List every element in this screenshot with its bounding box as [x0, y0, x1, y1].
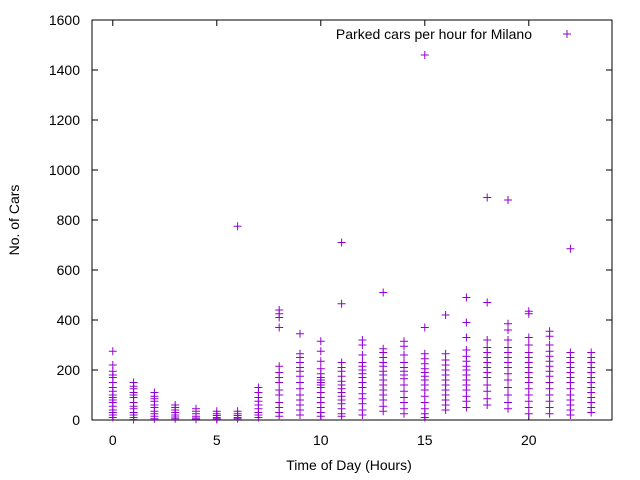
x-tick-label: 15 — [417, 432, 433, 448]
data-point — [337, 299, 346, 308]
data-point — [254, 413, 263, 422]
data-point — [275, 412, 284, 421]
data-point — [441, 406, 450, 414]
data-point — [129, 415, 138, 424]
data-point — [171, 414, 180, 423]
data-point — [400, 342, 408, 351]
data-point — [275, 323, 284, 332]
y-tick-label: 200 — [57, 362, 81, 378]
plot-frame — [91, 19, 613, 421]
data-point — [504, 404, 512, 413]
data-point — [316, 347, 325, 356]
data-point — [420, 323, 429, 332]
data-point — [233, 222, 242, 231]
data-point — [483, 401, 492, 409]
data-point — [504, 391, 512, 399]
y-tick-label: 0 — [72, 412, 80, 428]
data-points — [108, 51, 596, 424]
x-tick-label: 5 — [213, 432, 221, 448]
x-tick-label: 10 — [313, 432, 329, 448]
y-tick-label: 1000 — [49, 162, 80, 178]
data-point — [108, 413, 117, 422]
legend-marker — [563, 30, 571, 38]
y-tick-label: 1600 — [49, 12, 80, 28]
legend-marker-symbol — [563, 30, 571, 38]
data-point — [545, 332, 554, 341]
data-point — [316, 337, 325, 346]
data-point — [296, 411, 304, 419]
data-point — [462, 293, 471, 302]
y-tick-label: 800 — [57, 212, 81, 228]
data-point — [108, 347, 117, 356]
data-point — [337, 238, 346, 247]
data-point — [441, 311, 450, 319]
data-point — [379, 288, 388, 297]
x-axis-ticks: 0 5 10 15 20 — [109, 20, 537, 448]
y-tick-label: 400 — [57, 312, 81, 328]
data-point — [504, 196, 512, 204]
data-point — [566, 244, 575, 253]
data-point — [524, 309, 533, 318]
data-point — [212, 415, 221, 424]
data-point — [462, 333, 471, 342]
data-point — [420, 413, 429, 422]
x-tick-label: 20 — [521, 432, 537, 448]
legend-label: Parked cars per hour for Milano — [336, 26, 532, 42]
data-point — [316, 357, 325, 366]
data-point — [358, 351, 367, 359]
x-axis-label: Time of Day (Hours) — [286, 457, 412, 473]
y-tick-label: 600 — [57, 262, 81, 278]
data-point — [483, 387, 492, 396]
data-point — [504, 376, 512, 384]
data-point — [233, 414, 242, 423]
data-point — [462, 318, 471, 327]
data-point — [296, 329, 304, 338]
data-point — [483, 298, 492, 307]
data-point — [524, 333, 533, 342]
data-point — [275, 378, 284, 387]
data-point — [275, 313, 284, 322]
data-point — [545, 409, 554, 418]
data-point — [337, 412, 346, 421]
data-point — [504, 326, 512, 334]
data-point — [192, 415, 200, 424]
data-point — [400, 409, 408, 418]
x-tick-label: 0 — [109, 432, 117, 448]
data-point — [483, 193, 492, 202]
data-point — [566, 411, 575, 419]
data-point — [504, 383, 512, 392]
data-point — [462, 403, 471, 412]
data-point — [358, 341, 367, 349]
data-point — [358, 411, 367, 419]
data-point — [483, 336, 492, 344]
y-axis-label: No. of Cars — [6, 185, 22, 256]
y-tick-label: 1400 — [49, 62, 80, 78]
y-axis-ticks: 0 200 400 600 800 1000 1200 1400 1600 — [49, 12, 612, 428]
data-point — [316, 412, 325, 421]
data-point — [275, 391, 284, 399]
data-point — [420, 51, 429, 59]
legend: Parked cars per hour for Milano — [336, 26, 571, 42]
data-point — [483, 373, 492, 382]
data-point — [524, 409, 533, 418]
data-point — [379, 407, 388, 416]
data-point — [400, 351, 408, 359]
data-point — [504, 336, 512, 344]
data-point — [587, 408, 596, 417]
data-point — [524, 341, 533, 349]
y-tick-label: 1200 — [49, 112, 80, 128]
data-point — [150, 414, 159, 423]
